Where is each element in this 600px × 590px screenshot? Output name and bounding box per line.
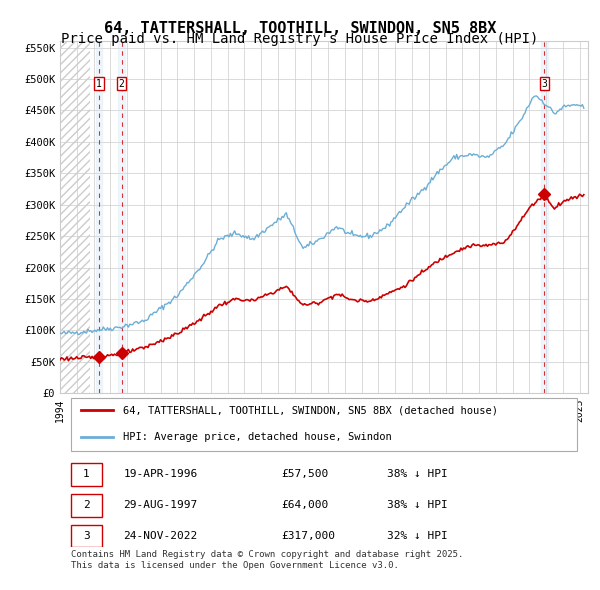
Text: 3: 3 <box>83 531 90 541</box>
Text: £317,000: £317,000 <box>282 531 336 541</box>
FancyBboxPatch shape <box>71 398 577 451</box>
Text: 32% ↓ HPI: 32% ↓ HPI <box>388 531 448 541</box>
Text: 38% ↓ HPI: 38% ↓ HPI <box>388 500 448 510</box>
Bar <box>96 41 103 394</box>
Text: 2: 2 <box>83 500 90 510</box>
Text: Contains HM Land Registry data © Crown copyright and database right 2025.
This d: Contains HM Land Registry data © Crown c… <box>71 550 463 570</box>
Text: 19-APR-1996: 19-APR-1996 <box>124 470 197 480</box>
Text: 29-AUG-1997: 29-AUG-1997 <box>124 500 197 510</box>
Text: £64,000: £64,000 <box>282 500 329 510</box>
Text: HPI: Average price, detached house, Swindon: HPI: Average price, detached house, Swin… <box>124 432 392 442</box>
Text: £57,500: £57,500 <box>282 470 329 480</box>
Text: 64, TATTERSHALL, TOOTHILL, SWINDON, SN5 8BX: 64, TATTERSHALL, TOOTHILL, SWINDON, SN5 … <box>104 21 496 35</box>
Bar <box>541 41 548 394</box>
FancyBboxPatch shape <box>71 463 102 486</box>
Text: 3: 3 <box>541 78 547 88</box>
FancyBboxPatch shape <box>71 494 102 516</box>
Text: 64, TATTERSHALL, TOOTHILL, SWINDON, SN5 8BX (detached house): 64, TATTERSHALL, TOOTHILL, SWINDON, SN5 … <box>124 405 499 415</box>
Text: 1: 1 <box>96 78 102 88</box>
Text: Price paid vs. HM Land Registry's House Price Index (HPI): Price paid vs. HM Land Registry's House … <box>61 32 539 47</box>
Text: 38% ↓ HPI: 38% ↓ HPI <box>388 470 448 480</box>
Text: 1: 1 <box>83 470 90 480</box>
FancyBboxPatch shape <box>71 525 102 548</box>
Bar <box>118 41 125 394</box>
Text: 24-NOV-2022: 24-NOV-2022 <box>124 531 197 541</box>
Text: 2: 2 <box>119 78 124 88</box>
